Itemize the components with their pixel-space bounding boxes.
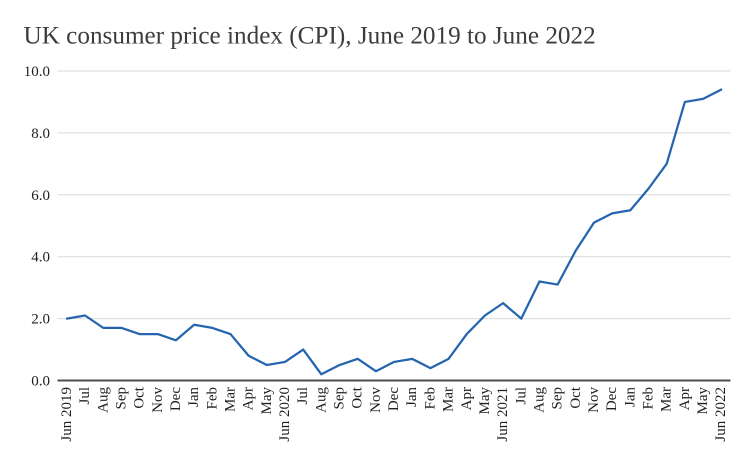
svg-text:Jul: Jul: [77, 387, 93, 405]
svg-text:May: May: [259, 387, 275, 415]
svg-text:Oct: Oct: [350, 386, 366, 408]
svg-text:Oct: Oct: [132, 386, 148, 408]
svg-text:Sep: Sep: [113, 387, 129, 410]
svg-text:Feb: Feb: [204, 387, 220, 410]
svg-text:0.0: 0.0: [31, 374, 50, 390]
svg-text:Jan: Jan: [404, 387, 420, 407]
svg-text:Nov: Nov: [368, 387, 384, 413]
svg-text:Aug: Aug: [531, 387, 547, 413]
svg-text:Jul: Jul: [295, 387, 311, 405]
svg-text:10.0: 10.0: [24, 64, 50, 80]
svg-text:Jun 2021: Jun 2021: [495, 387, 511, 442]
svg-text:May: May: [477, 387, 493, 415]
svg-text:Sep: Sep: [332, 387, 348, 410]
svg-text:4.0: 4.0: [31, 250, 50, 266]
svg-text:Jan: Jan: [186, 387, 202, 407]
svg-text:Mar: Mar: [222, 387, 238, 412]
svg-text:6.0: 6.0: [31, 188, 50, 204]
svg-text:Feb: Feb: [641, 387, 657, 410]
svg-text:Dec: Dec: [168, 387, 184, 411]
svg-text:Jun 2020: Jun 2020: [277, 387, 293, 442]
svg-text:Dec: Dec: [386, 387, 402, 411]
svg-text:Feb: Feb: [422, 387, 438, 410]
svg-text:2.0: 2.0: [31, 312, 50, 328]
svg-text:Apr: Apr: [241, 387, 257, 410]
svg-text:Aug: Aug: [95, 387, 111, 413]
svg-text:Jul: Jul: [513, 387, 529, 405]
svg-text:Dec: Dec: [604, 387, 620, 411]
svg-text:Oct: Oct: [568, 386, 584, 408]
svg-text:Jun 2022: Jun 2022: [713, 387, 729, 442]
svg-text:Mar: Mar: [441, 387, 457, 412]
svg-text:Nov: Nov: [586, 387, 602, 413]
svg-text:Sep: Sep: [550, 387, 566, 410]
svg-text:Apr: Apr: [677, 387, 693, 410]
svg-text:Jun 2019: Jun 2019: [59, 387, 75, 442]
svg-text:Apr: Apr: [459, 387, 475, 410]
svg-text:Nov: Nov: [150, 387, 166, 413]
svg-text:Mar: Mar: [659, 387, 675, 412]
svg-text:UK consumer price index (CPI),: UK consumer price index (CPI), June 2019…: [24, 23, 596, 50]
svg-text:8.0: 8.0: [31, 126, 50, 142]
svg-text:May: May: [695, 387, 711, 415]
svg-text:Jan: Jan: [622, 387, 638, 407]
svg-text:Aug: Aug: [313, 387, 329, 413]
